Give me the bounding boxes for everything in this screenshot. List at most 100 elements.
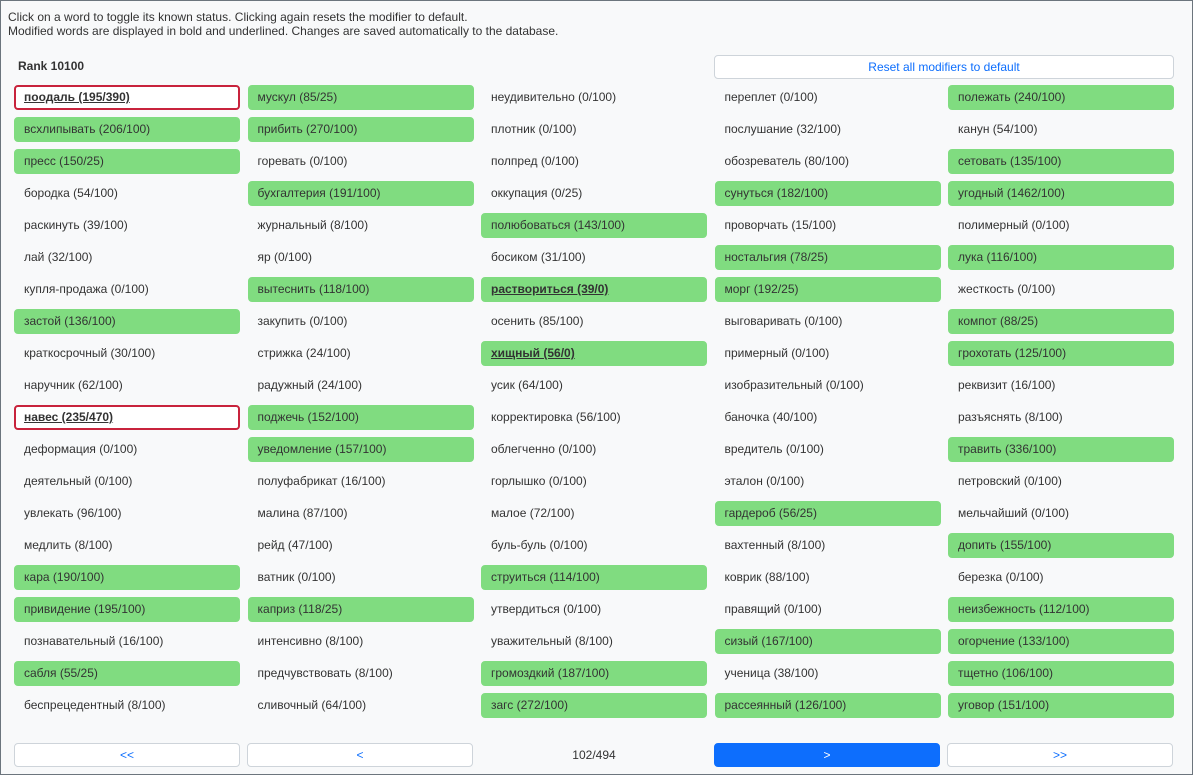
first-page-button[interactable]: << xyxy=(14,743,240,767)
word-toggle[interactable]: утвердиться (0/100) xyxy=(491,602,602,616)
word-toggle[interactable]: проворчать (15/100) xyxy=(724,218,837,232)
word-toggle[interactable]: тщетно (106/100) xyxy=(948,661,1174,686)
word-toggle[interactable]: полпред (0/100) xyxy=(491,154,579,168)
word-toggle[interactable]: поодаль (195/390) xyxy=(14,85,240,110)
word-toggle[interactable]: мускул (85/25) xyxy=(247,85,474,110)
word-toggle[interactable]: эталон (0/100) xyxy=(724,474,805,488)
word-toggle[interactable]: лука (116/100) xyxy=(948,245,1174,270)
word-toggle[interactable]: раскинуть (39/100) xyxy=(24,218,128,232)
word-toggle[interactable]: загс (272/100) xyxy=(481,693,707,718)
word-toggle[interactable]: горевать (0/100) xyxy=(257,154,348,168)
word-toggle[interactable]: пресс (150/25) xyxy=(14,149,240,174)
word-toggle[interactable]: закупить (0/100) xyxy=(257,314,348,328)
word-toggle[interactable]: поджечь (152/100) xyxy=(247,405,474,430)
word-toggle[interactable]: неудивительно (0/100) xyxy=(491,90,617,104)
word-toggle[interactable]: гардероб (56/25) xyxy=(714,501,941,526)
word-toggle[interactable]: грохотать (125/100) xyxy=(948,341,1174,366)
word-toggle[interactable]: жесткость (0/100) xyxy=(958,282,1056,296)
word-toggle[interactable]: примерный (0/100) xyxy=(724,346,830,360)
word-toggle[interactable]: неизбежность (112/100) xyxy=(948,597,1174,622)
word-toggle[interactable]: сунуться (182/100) xyxy=(714,181,941,206)
word-toggle[interactable]: увлекать (96/100) xyxy=(24,506,122,520)
word-toggle[interactable]: канун (54/100) xyxy=(958,122,1038,136)
word-toggle[interactable]: правящий (0/100) xyxy=(724,602,822,616)
word-toggle[interactable]: ученица (38/100) xyxy=(724,666,819,680)
word-toggle[interactable]: купля-продажа (0/100) xyxy=(24,282,149,296)
last-page-button[interactable]: >> xyxy=(947,743,1173,767)
word-toggle[interactable]: уважительный (8/100) xyxy=(491,634,613,648)
word-toggle[interactable]: сливочный (64/100) xyxy=(257,698,367,712)
word-toggle[interactable]: хищный (56/0) xyxy=(481,341,707,366)
word-toggle[interactable]: привидение (195/100) xyxy=(14,597,240,622)
word-toggle[interactable]: уведомление (157/100) xyxy=(247,437,474,462)
word-toggle[interactable]: застой (136/100) xyxy=(14,309,240,334)
word-toggle[interactable]: допить (155/100) xyxy=(948,533,1174,558)
word-toggle[interactable]: плотник (0/100) xyxy=(491,122,577,136)
word-toggle[interactable]: мельчайший (0/100) xyxy=(958,506,1069,520)
word-toggle[interactable]: кара (190/100) xyxy=(14,565,240,590)
word-toggle[interactable]: краткосрочный (30/100) xyxy=(24,346,156,360)
word-toggle[interactable]: деятельный (0/100) xyxy=(24,474,133,488)
word-toggle[interactable]: полежать (240/100) xyxy=(948,85,1174,110)
word-toggle[interactable]: баночка (40/100) xyxy=(724,410,818,424)
word-toggle[interactable]: рейд (47/100) xyxy=(257,538,333,552)
word-toggle[interactable]: вредитель (0/100) xyxy=(724,442,824,456)
word-toggle[interactable]: сизый (167/100) xyxy=(714,629,941,654)
word-toggle[interactable]: раствориться (39/0) xyxy=(481,277,707,302)
reset-modifiers-button[interactable]: Reset all modifiers to default xyxy=(714,55,1174,79)
word-toggle[interactable]: горлышко (0/100) xyxy=(491,474,587,488)
word-toggle[interactable]: переплет (0/100) xyxy=(724,90,818,104)
word-toggle[interactable]: навес (235/470) xyxy=(14,405,240,430)
word-toggle[interactable]: петровский (0/100) xyxy=(958,474,1062,488)
word-toggle[interactable]: выговаривать (0/100) xyxy=(724,314,843,328)
word-toggle[interactable]: полимерный (0/100) xyxy=(958,218,1070,232)
word-toggle[interactable]: изобразительный (0/100) xyxy=(724,378,864,392)
word-toggle[interactable]: деформация (0/100) xyxy=(24,442,138,456)
word-toggle[interactable]: бухгалтерия (191/100) xyxy=(247,181,474,206)
next-page-button[interactable]: > xyxy=(714,743,940,767)
word-toggle[interactable]: травить (336/100) xyxy=(948,437,1174,462)
word-toggle[interactable]: лай (32/100) xyxy=(24,250,93,264)
word-toggle[interactable]: полуфабрикат (16/100) xyxy=(257,474,386,488)
word-toggle[interactable]: интенсивно (8/100) xyxy=(257,634,364,648)
word-toggle[interactable]: яр (0/100) xyxy=(257,250,313,264)
word-toggle[interactable]: реквизит (16/100) xyxy=(958,378,1056,392)
word-toggle[interactable]: вытеснить (118/100) xyxy=(247,277,474,302)
word-toggle[interactable]: бородка (54/100) xyxy=(24,186,118,200)
word-toggle[interactable]: обозреватель (80/100) xyxy=(724,154,850,168)
word-toggle[interactable]: малина (87/100) xyxy=(257,506,348,520)
word-toggle[interactable]: угодный (1462/100) xyxy=(948,181,1174,206)
word-toggle[interactable]: полюбоваться (143/100) xyxy=(481,213,707,238)
word-toggle[interactable]: березка (0/100) xyxy=(958,570,1044,584)
word-toggle[interactable]: вахтенный (8/100) xyxy=(724,538,826,552)
word-toggle[interactable]: босиком (31/100) xyxy=(491,250,586,264)
word-toggle[interactable]: громоздкий (187/100) xyxy=(481,661,707,686)
word-toggle[interactable]: радужный (24/100) xyxy=(257,378,363,392)
word-toggle[interactable]: малое (72/100) xyxy=(491,506,575,520)
word-toggle[interactable]: каприз (118/25) xyxy=(247,597,474,622)
word-toggle[interactable]: корректировка (56/100) xyxy=(491,410,621,424)
word-toggle[interactable]: уговор (151/100) xyxy=(948,693,1174,718)
word-toggle[interactable]: беспрецедентный (8/100) xyxy=(24,698,166,712)
word-toggle[interactable]: осенить (85/100) xyxy=(491,314,584,328)
word-toggle[interactable]: стрижка (24/100) xyxy=(257,346,351,360)
word-toggle[interactable]: облегченно (0/100) xyxy=(491,442,597,456)
word-toggle[interactable]: морг (192/25) xyxy=(714,277,941,302)
word-toggle[interactable]: предчувствовать (8/100) xyxy=(257,666,393,680)
word-toggle[interactable]: сетовать (135/100) xyxy=(948,149,1174,174)
word-toggle[interactable]: послушание (32/100) xyxy=(724,122,842,136)
word-toggle[interactable]: ностальгия (78/25) xyxy=(714,245,941,270)
word-toggle[interactable]: компот (88/25) xyxy=(948,309,1174,334)
word-toggle[interactable]: познавательный (16/100) xyxy=(24,634,164,648)
prev-page-button[interactable]: < xyxy=(247,743,473,767)
word-toggle[interactable]: ватник (0/100) xyxy=(257,570,336,584)
word-toggle[interactable]: буль-буль (0/100) xyxy=(491,538,588,552)
word-toggle[interactable]: разъяснять (8/100) xyxy=(958,410,1063,424)
word-toggle[interactable]: огорчение (133/100) xyxy=(948,629,1174,654)
word-toggle[interactable]: медлить (8/100) xyxy=(24,538,113,552)
word-toggle[interactable]: оккупация (0/25) xyxy=(491,186,583,200)
word-toggle[interactable]: усик (64/100) xyxy=(491,378,563,392)
word-toggle[interactable]: коврик (88/100) xyxy=(724,570,810,584)
word-toggle[interactable]: струиться (114/100) xyxy=(481,565,707,590)
word-toggle[interactable]: наручник (62/100) xyxy=(24,378,123,392)
